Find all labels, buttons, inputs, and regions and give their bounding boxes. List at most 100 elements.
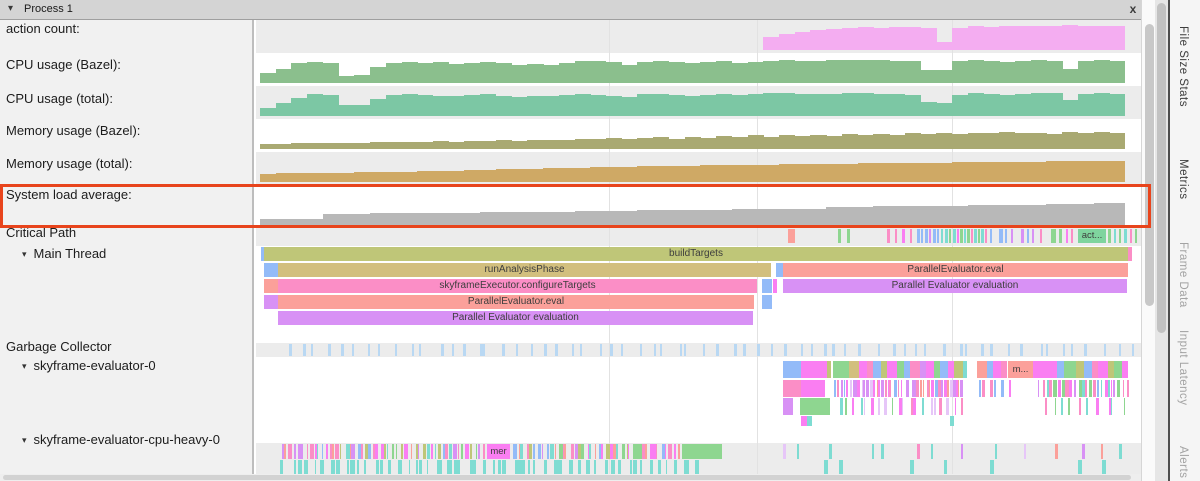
system-load-average-chart-bar[interactable] (606, 211, 623, 225)
memory-usage-total-chart-bar[interactable] (291, 173, 308, 182)
gc-event-tick[interactable] (653, 344, 657, 356)
action-count-chart-bar[interactable] (904, 27, 922, 50)
cpu-heavy-slice[interactable] (1023, 444, 1027, 459)
skyframe-evaluator-0-slice[interactable] (801, 380, 825, 397)
skyframe-evaluator-0-slice[interactable] (1074, 380, 1077, 397)
main-thread-slice[interactable]: ParallelEvaluator.eval (783, 263, 1128, 277)
system-load-average-chart-bar[interactable] (668, 210, 686, 225)
skyframe-evaluator-0-slice[interactable] (1053, 380, 1058, 397)
gc-event-tick[interactable] (289, 344, 292, 356)
action-count-chart-bar[interactable] (1109, 26, 1126, 50)
skyframe-evaluator-0-slice[interactable] (1065, 380, 1069, 397)
skyframe-evaluator-0-slice[interactable] (861, 398, 864, 415)
skyframe-evaluator-0-slice[interactable] (1041, 361, 1057, 378)
cpu-heavy-slice[interactable] (400, 444, 404, 459)
cpu-usage-total-chart-bar[interactable] (700, 95, 717, 116)
memory-usage-bazel-chart-bar[interactable] (1093, 132, 1110, 149)
memory-usage-bazel-chart-bar[interactable] (464, 141, 481, 149)
gc-event-tick[interactable] (800, 344, 803, 356)
action-count-chart-bar[interactable] (920, 28, 937, 50)
skyframe-evaluator-0-slice[interactable] (928, 380, 930, 397)
cpu-heavy-slice[interactable] (677, 444, 680, 459)
memory-usage-bazel-chart-bar[interactable] (999, 132, 1016, 149)
cpu-heavy-slice[interactable] (294, 444, 297, 459)
memory-usage-total-chart-bar[interactable] (1014, 162, 1032, 182)
skyframe-evaluator-0-slice[interactable] (873, 361, 881, 378)
skyframe-evaluator-0-slice[interactable] (1110, 380, 1113, 397)
cpu-usage-bazel-chart-bar[interactable] (731, 63, 749, 83)
cpu-heavy-slice[interactable] (872, 444, 875, 459)
memory-usage-total-chart-bar[interactable] (590, 167, 607, 182)
skyframe-evaluator-0-slice[interactable] (910, 361, 920, 378)
memory-usage-total-chart-bar[interactable] (354, 172, 371, 182)
skyframe-evaluator-0-slice[interactable] (863, 380, 865, 397)
system-load-average-chart-bar[interactable] (983, 205, 1000, 225)
action-count-chart-bar[interactable] (1077, 26, 1095, 50)
cpu-usage-total-chart-bar[interactable] (637, 94, 654, 116)
skyframe-evaluator-0-slice[interactable] (947, 380, 950, 397)
action-count-chart-bar[interactable] (1046, 26, 1063, 50)
cpu-usage-total-chart-bar[interactable] (433, 96, 450, 116)
gc-event-tick[interactable] (463, 344, 466, 356)
cpu-heavy-slice[interactable] (547, 444, 549, 459)
skyframe-evaluator-0-slice[interactable] (1000, 380, 1004, 397)
system-load-average-chart-bar[interactable] (952, 206, 969, 225)
system-load-average-chart-bar[interactable] (936, 206, 953, 225)
cpu-usage-total-chart-bar[interactable] (260, 108, 277, 116)
critical-path-slice[interactable] (838, 229, 841, 243)
memory-usage-total-chart-bar[interactable] (936, 163, 953, 182)
skyframe-evaluator-0-slice[interactable] (1042, 380, 1045, 397)
cpu-usage-bazel-chart-bar[interactable] (1046, 61, 1063, 83)
cpu-heavy-slice[interactable] (796, 444, 800, 459)
cpu-heavy-slice[interactable] (458, 444, 460, 459)
cpu-usage-bazel-chart-bar[interactable] (260, 73, 277, 83)
cpu-usage-total-chart-bar[interactable] (936, 103, 953, 116)
skyframe-evaluator-0-slice[interactable] (948, 361, 954, 378)
cpu-heavy-slice[interactable] (589, 444, 591, 459)
main-thread-slice[interactable]: ParallelEvaluator.eval (278, 295, 754, 309)
cpu-heavy-slice[interactable] (380, 460, 383, 474)
skyframe-evaluator-0-slice[interactable] (952, 380, 957, 397)
skyframe-evaluator-0-slice[interactable] (1117, 380, 1120, 397)
skyframe-evaluator-0-slice[interactable] (982, 380, 985, 397)
skyframe-evaluator-0-slice[interactable] (871, 398, 875, 415)
gc-event-tick[interactable] (377, 344, 381, 356)
critical-path-slice[interactable] (895, 229, 897, 243)
cpu-usage-bazel-chart-bar[interactable] (1093, 60, 1110, 83)
gc-event-tick[interactable] (878, 344, 881, 356)
critical-path-slice[interactable] (910, 229, 912, 243)
gc-event-tick[interactable] (599, 344, 602, 356)
memory-usage-total-chart-bar[interactable] (999, 162, 1016, 182)
skyframe-evaluator-0-slice[interactable] (913, 380, 916, 397)
critical-path-slice[interactable] (981, 229, 984, 243)
cpu-heavy-slice[interactable] (515, 460, 520, 474)
cpu-heavy-slice[interactable] (453, 444, 457, 459)
gc-event-tick[interactable] (441, 344, 444, 356)
skyframe-evaluator-0-slice[interactable] (940, 361, 948, 378)
system-load-average-chart-bar[interactable] (260, 219, 277, 225)
memory-usage-bazel-chart-bar[interactable] (716, 136, 733, 149)
gc-event-tick[interactable] (702, 344, 706, 356)
cpu-heavy-slice[interactable] (673, 444, 677, 459)
critical-path-slice[interactable] (1027, 229, 1029, 243)
gc-event-tick[interactable] (639, 344, 643, 356)
memory-usage-bazel-chart-bar[interactable] (385, 142, 403, 149)
panel-scrollbar-thumb[interactable] (1157, 3, 1166, 333)
gc-event-tick[interactable] (610, 344, 613, 356)
skyframe-evaluator-0-slice[interactable] (921, 398, 924, 415)
memory-usage-total-chart-bar[interactable] (1093, 161, 1110, 182)
cpu-usage-total-chart-bar[interactable] (480, 94, 497, 116)
skyframe-evaluator-0-slice[interactable] (1062, 380, 1065, 397)
critical-path-slice[interactable] (887, 229, 890, 243)
memory-usage-bazel-chart-bar[interactable] (779, 135, 796, 149)
cpu-heavy-slice[interactable] (423, 444, 426, 459)
memory-usage-bazel-chart-bar[interactable] (668, 139, 686, 149)
skyframe-evaluator-0-slice[interactable] (993, 380, 996, 397)
memory-usage-bazel-chart-bar[interactable] (370, 142, 387, 149)
critical-path-slice[interactable] (1051, 229, 1056, 243)
memory-usage-bazel-chart-bar[interactable] (307, 143, 324, 149)
skyframe-evaluator-0-slice[interactable] (877, 380, 881, 397)
memory-usage-total-chart-bar[interactable] (480, 170, 497, 182)
gc-event-tick[interactable] (684, 344, 687, 356)
cpu-heavy-slice[interactable] (649, 444, 653, 459)
